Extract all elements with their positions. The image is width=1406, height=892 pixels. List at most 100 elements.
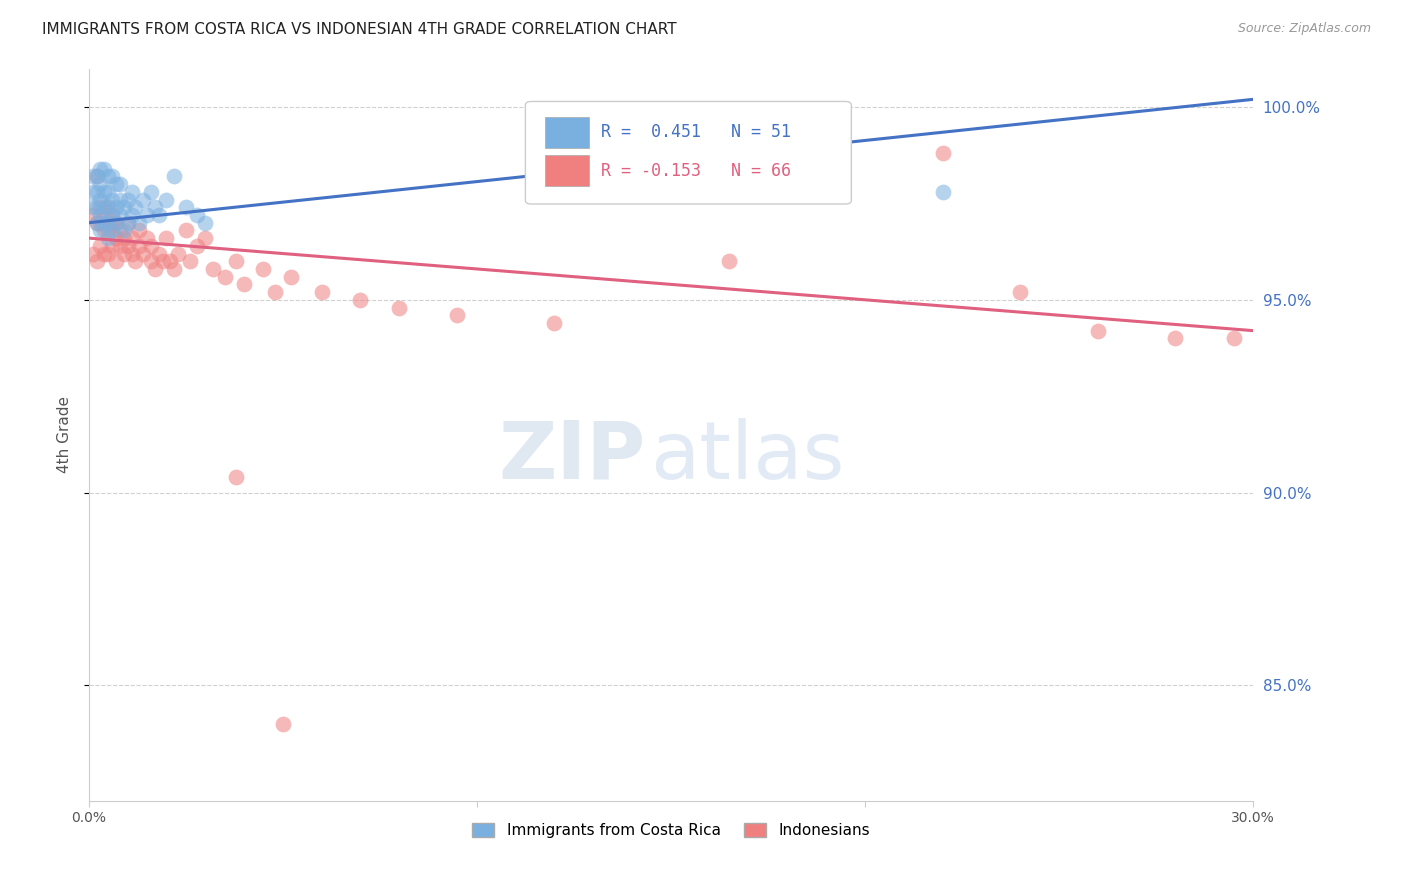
Text: IMMIGRANTS FROM COSTA RICA VS INDONESIAN 4TH GRADE CORRELATION CHART: IMMIGRANTS FROM COSTA RICA VS INDONESIAN… (42, 22, 676, 37)
Point (101, 208, 124, 222)
Point (112, 231, 135, 245)
Point (97, 246, 120, 260)
Point (1087, 324, 1109, 338)
Point (117, 216, 139, 230)
Bar (546, 117, 589, 147)
Point (93, 223, 115, 237)
Point (233, 277, 256, 292)
Y-axis label: 4th Grade: 4th Grade (58, 396, 72, 473)
Point (89, 177, 111, 191)
Point (143, 200, 166, 214)
Point (101, 223, 124, 237)
Point (349, 293, 371, 307)
Point (152, 254, 174, 268)
Point (108, 177, 131, 191)
Point (112, 246, 135, 260)
Point (105, 216, 128, 230)
Point (105, 216, 128, 230)
Text: R = -0.153   N = 66: R = -0.153 N = 66 (600, 162, 792, 180)
Point (82, 185, 104, 199)
Point (931, 185, 953, 199)
Point (121, 185, 143, 199)
Point (97, 169, 120, 184)
Point (1222, 331, 1244, 345)
Point (121, 246, 143, 260)
Point (1010, 285, 1032, 299)
Point (159, 254, 181, 268)
Point (225, 254, 247, 268)
Text: R =  0.451   N = 51: R = 0.451 N = 51 (600, 123, 792, 141)
Point (132, 246, 155, 260)
Point (86, 169, 108, 184)
Point (93, 161, 115, 176)
Legend: Immigrants from Costa Rica, Indonesians: Immigrants from Costa Rica, Indonesians (465, 817, 876, 845)
Point (89, 239, 111, 253)
Point (108, 193, 131, 207)
Point (148, 208, 170, 222)
Point (931, 146, 953, 161)
Point (121, 231, 143, 245)
Point (194, 231, 217, 245)
Point (86, 169, 108, 184)
Point (117, 216, 139, 230)
Point (101, 216, 124, 230)
Point (718, 254, 741, 268)
Point (1164, 331, 1187, 345)
Point (82, 200, 104, 214)
Point (101, 169, 124, 184)
Point (101, 208, 124, 222)
Point (101, 193, 124, 207)
Point (105, 254, 128, 268)
Point (105, 231, 128, 245)
Point (117, 193, 139, 207)
Point (186, 208, 208, 222)
Point (97, 200, 120, 214)
Point (155, 193, 177, 207)
Point (97, 216, 120, 230)
Point (194, 216, 217, 230)
Point (93, 208, 115, 222)
Point (311, 285, 333, 299)
Point (136, 208, 159, 222)
Point (86, 254, 108, 268)
Point (202, 262, 225, 277)
Point (128, 216, 150, 230)
Point (108, 239, 131, 253)
Point (112, 223, 135, 237)
Point (136, 231, 159, 245)
Point (89, 216, 111, 230)
Point (86, 200, 108, 214)
Point (82, 246, 104, 260)
Point (174, 200, 197, 214)
Point (89, 208, 111, 222)
Point (93, 216, 115, 230)
Point (139, 239, 162, 253)
FancyBboxPatch shape (526, 102, 852, 204)
Point (280, 269, 302, 284)
Point (124, 200, 146, 214)
Point (699, 146, 721, 161)
Point (108, 223, 131, 237)
Point (86, 216, 108, 230)
Point (388, 301, 411, 315)
Point (101, 239, 124, 253)
Point (97, 223, 120, 237)
Point (86, 185, 108, 199)
Point (163, 169, 186, 184)
Point (89, 193, 111, 207)
Text: atlas: atlas (650, 417, 845, 496)
Point (155, 231, 177, 245)
Point (112, 200, 135, 214)
Point (97, 231, 120, 245)
Point (186, 239, 208, 253)
Point (117, 239, 139, 253)
Point (214, 269, 236, 284)
Point (446, 308, 468, 322)
Point (143, 262, 166, 277)
Point (108, 208, 131, 222)
Point (225, 470, 247, 484)
Point (89, 223, 111, 237)
Point (121, 208, 143, 222)
Point (128, 239, 150, 253)
Point (174, 223, 197, 237)
